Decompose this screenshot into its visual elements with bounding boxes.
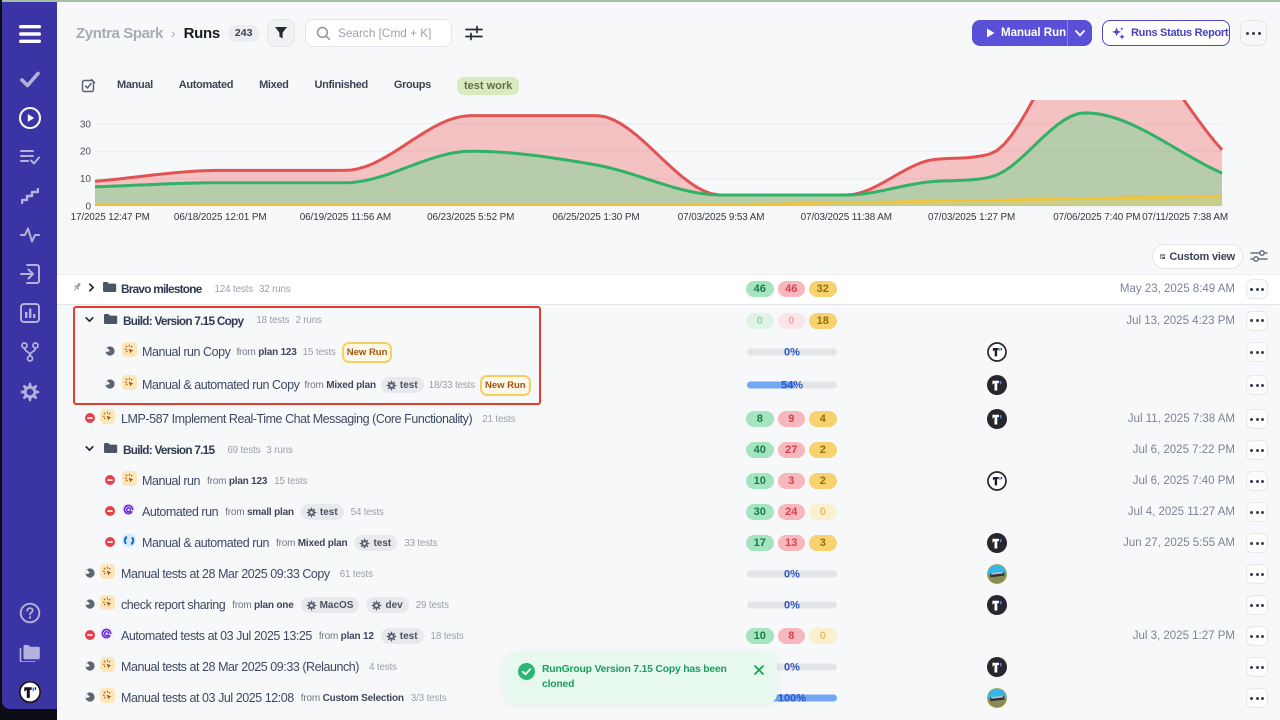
svg-text:06/23/2025 5:52 PM: 06/23/2025 5:52 PM bbox=[427, 212, 514, 223]
svg-text:07/03/2025 11:38 AM: 07/03/2025 11:38 AM bbox=[801, 212, 892, 223]
svg-text:10: 10 bbox=[80, 174, 92, 185]
svg-text:20: 20 bbox=[80, 147, 92, 158]
svg-text:17/2025 12:47 PM: 17/2025 12:47 PM bbox=[71, 212, 150, 223]
svg-text:07/11/2025 7:38 AM: 07/11/2025 7:38 AM bbox=[1142, 212, 1228, 223]
svg-text:06/19/2025 11:56 AM: 06/19/2025 11:56 AM bbox=[300, 212, 391, 223]
svg-text:0: 0 bbox=[85, 202, 91, 213]
svg-text:07/03/2025 9:53 AM: 07/03/2025 9:53 AM bbox=[678, 212, 765, 223]
svg-text:07/03/2025 1:27 PM: 07/03/2025 1:27 PM bbox=[928, 212, 1015, 223]
svg-text:07/06/2025 7:40 PM: 07/06/2025 7:40 PM bbox=[1053, 212, 1140, 223]
svg-text:30: 30 bbox=[80, 119, 92, 130]
svg-text:06/25/2025 1:30 PM: 06/25/2025 1:30 PM bbox=[552, 212, 639, 223]
svg-text:06/18/2025 12:01 PM: 06/18/2025 12:01 PM bbox=[174, 212, 267, 223]
